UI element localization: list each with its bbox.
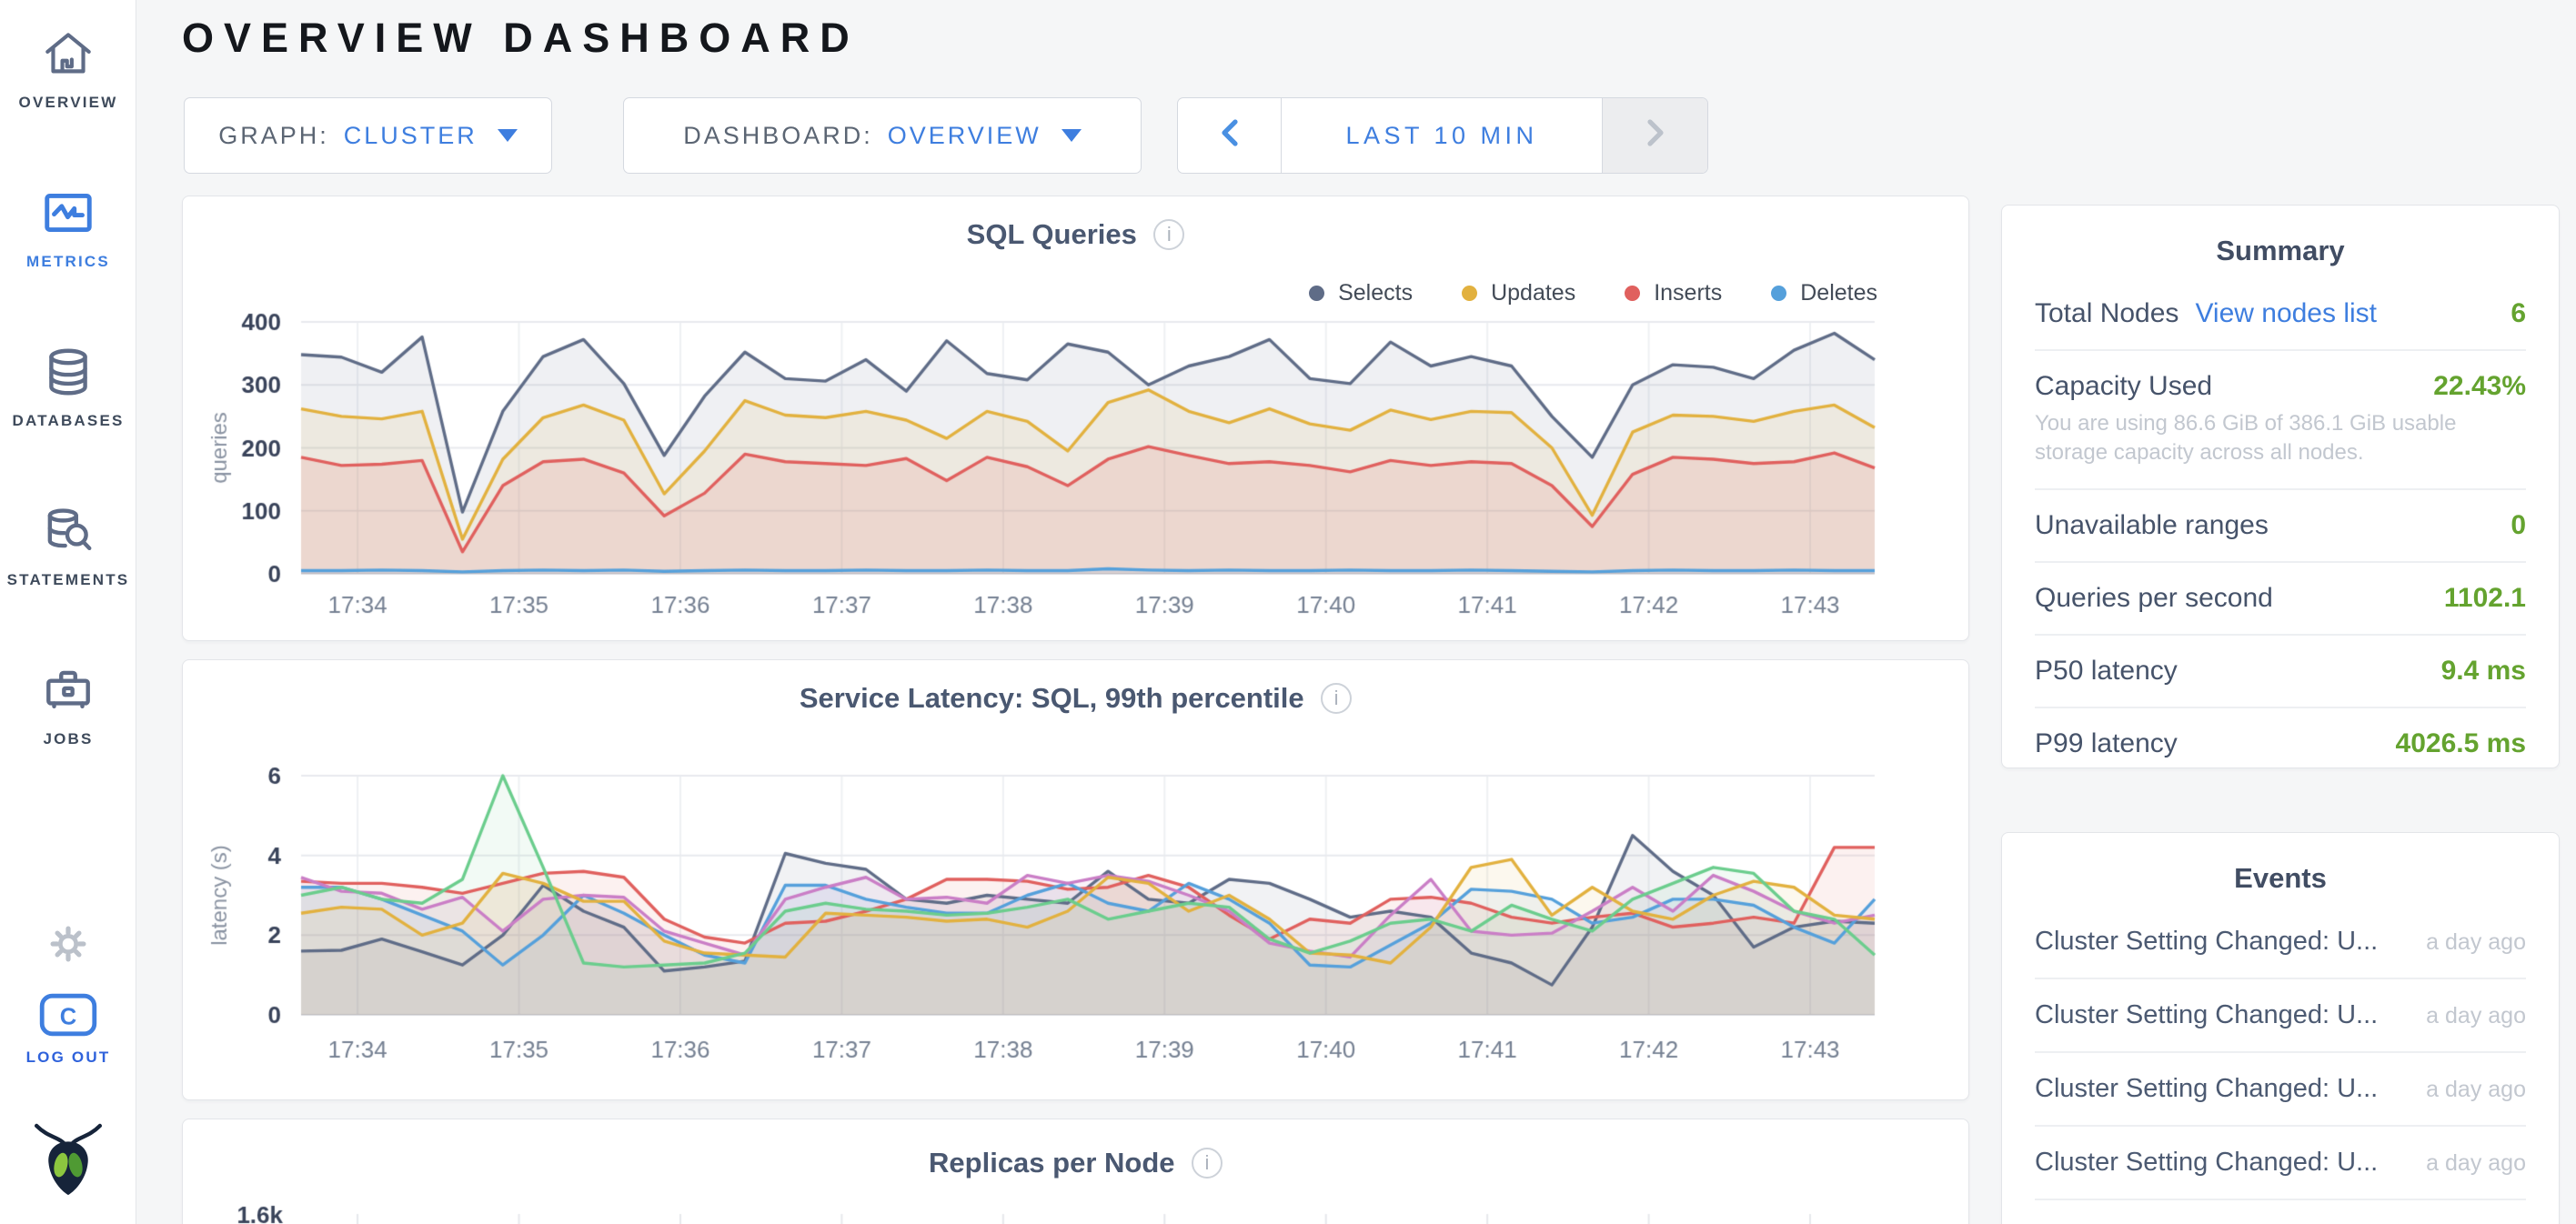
summary-value: 22.43%	[2433, 371, 2526, 401]
databases-icon	[40, 344, 96, 400]
summary-row-queries-per-second: Queries per second 1102.1	[2035, 563, 2526, 636]
info-icon[interactable]: i	[1191, 1148, 1223, 1179]
time-range-selector: LAST 10 MIN	[1177, 97, 1708, 174]
summary-title: Summary	[2216, 235, 2345, 266]
summary-row-total-nodes: Total Nodes View nodes list 6	[2035, 278, 2526, 351]
chart-title-sql-queries: SQL Queries	[966, 218, 1137, 250]
settings-button[interactable]	[0, 920, 136, 972]
chart-title-replicas-per-node: Replicas per Node	[929, 1147, 1175, 1179]
logout-button[interactable]: C LOG OUT	[0, 993, 136, 1067]
graph-dropdown-label: GRAPH:	[218, 121, 329, 149]
gear-icon	[45, 920, 92, 968]
logout-label: LOG OUT	[25, 1048, 111, 1066]
sidebar-item-label: METRICS	[26, 253, 110, 270]
dashboard-dropdown[interactable]: DASHBOARD: OVERVIEW	[623, 97, 1142, 174]
summary-row-unavailable-ranges: Unavailable ranges 0	[2035, 490, 2526, 563]
time-range-next-button[interactable]	[1602, 98, 1707, 173]
chevron-left-icon	[1218, 118, 1242, 154]
sidebar-item-label: OVERVIEW	[18, 94, 118, 111]
graph-dropdown[interactable]: GRAPH: CLUSTER	[184, 97, 552, 174]
replicas-per-node-card: Replicas per Node i	[182, 1119, 1969, 1224]
event-row[interactable]: Cluster Setting Changed: U... a day ago	[2035, 1127, 2526, 1200]
events-title: Events	[2234, 862, 2327, 894]
sidebar-item-label: JOBS	[43, 730, 94, 747]
sidebar-item-metrics[interactable]: METRICS	[0, 185, 136, 271]
summary-value: 9.4 ms	[2440, 655, 2526, 686]
chart-title-service-latency: Service Latency: SQL, 99th percentile	[799, 682, 1304, 714]
service-latency-chart[interactable]	[194, 756, 1958, 1092]
summary-row-p99-latency: P99 latency 4026.5 ms	[2035, 727, 2526, 758]
summary-value: 6	[2511, 298, 2526, 328]
logout-c-icon: C	[39, 993, 97, 1037]
time-range-value[interactable]: LAST 10 MIN	[1345, 121, 1538, 149]
home-icon	[40, 25, 96, 82]
info-icon[interactable]: i	[1321, 683, 1353, 714]
summary-panel: Summary Total Nodes View nodes list 6 Cap…	[2001, 205, 2560, 768]
graph-dropdown-value: CLUSTER	[343, 121, 478, 149]
sidebar: OVERVIEW METRICS DATABASES	[0, 0, 136, 1224]
event-row[interactable]: Cluster Setting Changed: U... a day ago	[2035, 979, 2526, 1053]
sql-queries-card: SQL Queries i Selects Updates Inserts De…	[182, 196, 1969, 641]
service-latency-card: Service Latency: SQL, 99th percentile i	[182, 659, 1969, 1100]
summary-value: 1102.1	[2443, 582, 2526, 613]
chevron-down-icon	[497, 129, 518, 142]
event-row[interactable]: Cluster Setting Changed: U... a day ago	[2035, 1200, 2526, 1224]
summary-value: 0	[2511, 509, 2526, 540]
replicas-per-node-chart[interactable]	[194, 1199, 1958, 1224]
chevron-down-icon	[1061, 129, 1082, 142]
summary-row-p50-latency: P50 latency 9.4 ms	[2035, 636, 2526, 708]
summary-row-capacity-used: Capacity Used 22.43% You are using 86.6 …	[2035, 351, 2526, 490]
sidebar-item-jobs[interactable]: JOBS	[0, 662, 136, 748]
time-range-prev-button[interactable]	[1178, 98, 1282, 173]
sidebar-item-label: DATABASES	[12, 412, 125, 429]
sql-queries-chart[interactable]	[194, 296, 1958, 628]
event-row[interactable]: Cluster Setting Changed: U... a day ago	[2035, 906, 2526, 979]
view-nodes-list-link[interactable]: View nodes list	[2195, 298, 2377, 328]
dashboard-dropdown-value: OVERVIEW	[887, 121, 1041, 149]
page-title: OVERVIEW DASHBOARD	[182, 15, 860, 61]
sidebar-item-overview[interactable]: OVERVIEW	[0, 25, 136, 112]
dashboard-dropdown-label: DASHBOARD:	[683, 121, 873, 149]
summary-value: 4026.5 ms	[2395, 727, 2526, 758]
cockroach-logo[interactable]	[0, 1111, 136, 1205]
sidebar-item-label: STATEMENTS	[6, 571, 130, 588]
capacity-subtext: You are using 86.6 GiB of 386.1 GiB usab…	[2035, 411, 2457, 466]
chevron-right-icon	[1644, 118, 1667, 154]
info-icon[interactable]: i	[1153, 219, 1185, 250]
svg-text:C: C	[60, 1004, 76, 1029]
sidebar-item-databases[interactable]: DATABASES	[0, 344, 136, 430]
statements-icon	[40, 503, 96, 559]
metrics-icon	[40, 185, 96, 241]
sidebar-item-statements[interactable]: STATEMENTS	[0, 503, 136, 589]
jobs-icon	[40, 662, 96, 718]
events-panel: Events Cluster Setting Changed: U... a d…	[2001, 832, 2560, 1224]
event-row[interactable]: Cluster Setting Changed: U... a day ago	[2035, 1053, 2526, 1127]
